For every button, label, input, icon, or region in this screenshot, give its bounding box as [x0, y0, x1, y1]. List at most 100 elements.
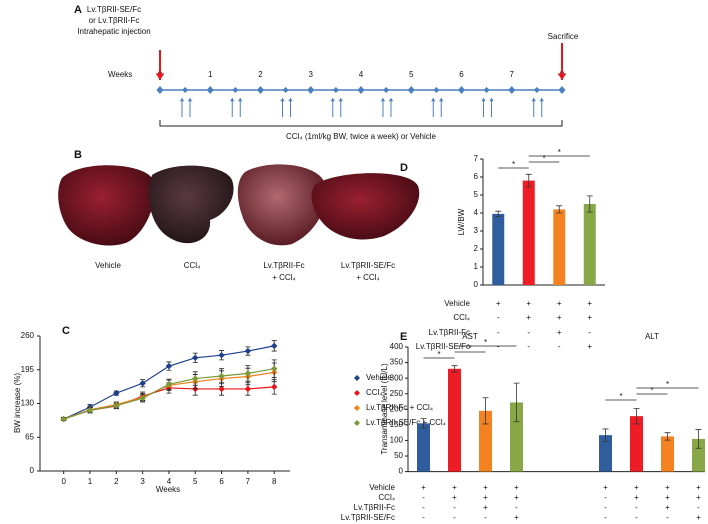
bar: [479, 410, 492, 472]
table-mark: -: [484, 513, 487, 522]
bar: [599, 435, 612, 472]
week-marker: [206, 86, 214, 94]
dose-arrow-head: [280, 98, 285, 102]
dose-arrow-head: [187, 98, 193, 102]
table-mark: -: [604, 513, 607, 522]
week-marker: [533, 87, 540, 93]
y-tick-label: 250: [390, 389, 404, 398]
liver-label: Lv.TβRII-SE/Fc: [341, 261, 395, 270]
table-mark: +: [696, 483, 701, 492]
bar: [522, 180, 535, 285]
table-mark: -: [697, 503, 700, 512]
table-mark: -: [635, 503, 638, 512]
dose-arrow-head: [481, 98, 486, 102]
bar: [692, 438, 705, 472]
week-marker: [558, 86, 566, 94]
error-bar: [602, 428, 609, 442]
y-axis-label: BW increase (%): [13, 373, 22, 433]
table-mark: +: [452, 483, 457, 492]
panel-letter: D: [400, 162, 408, 174]
table-mark: +: [634, 493, 639, 502]
significance-star: *: [619, 392, 622, 401]
data-point: [192, 354, 199, 362]
injection-arrow-head: [155, 73, 165, 80]
table-mark: -: [497, 328, 500, 337]
legend-marker: [354, 375, 360, 381]
data-point: [86, 407, 94, 414]
data-point: [113, 389, 120, 397]
y-tick-label: 6: [474, 172, 479, 181]
dose-arrow-head: [388, 98, 394, 102]
data-point: [244, 347, 252, 355]
dose-arrow-head: [489, 98, 494, 102]
table-mark: +: [514, 483, 519, 492]
y-tick-label: 350: [390, 358, 404, 367]
x-tick-label: 0: [61, 477, 66, 486]
table-mark: +: [665, 483, 670, 492]
y-tick-label: 100: [390, 436, 404, 445]
liver-image: [311, 173, 420, 240]
table-mark: -: [422, 503, 425, 512]
error-bar: [495, 210, 502, 217]
x-axis-label: Weeks: [156, 485, 180, 494]
data-point: [271, 342, 278, 350]
legend-label: CCl₄: [366, 388, 383, 397]
week-marker: [332, 87, 339, 93]
y-tick-label: 195: [21, 365, 35, 374]
data-point: [218, 385, 225, 393]
table-mark: +: [634, 483, 639, 492]
dose-arrow-head: [238, 98, 243, 102]
table-mark: +: [526, 299, 531, 308]
table-mark: -: [497, 342, 500, 351]
significance-star: *: [650, 386, 653, 395]
table-mark: +: [665, 503, 670, 512]
legend-label: Lv.TβRII-SE/Fc + CCl₄: [366, 418, 446, 427]
y-tick-label: 7: [474, 154, 479, 163]
treatment-label: CCl₄ (1ml/kg BW, twice a week) or Vehicl…: [286, 132, 437, 141]
table-row-label: Vehicle: [369, 483, 395, 492]
x-tick-label: 8: [272, 477, 277, 486]
dose-arrow-head: [179, 98, 185, 102]
liver-image: [148, 165, 234, 244]
bar: [510, 402, 523, 472]
data-point: [244, 370, 252, 377]
error-bar: [451, 365, 458, 373]
table-mark: +: [696, 493, 701, 502]
y-tick-label: 260: [21, 331, 35, 340]
table-mark: -: [422, 513, 425, 522]
injection-label: Intrahepatic injection: [77, 27, 150, 36]
treatment-bracket: [159, 120, 563, 127]
bar: [553, 209, 566, 285]
legend-label: Lv.TβRII-Fc + CCl₄: [366, 403, 433, 412]
significance-star: *: [484, 338, 487, 347]
data-point: [244, 385, 252, 393]
y-tick-label: 65: [25, 432, 34, 441]
week-label: 2: [258, 70, 263, 79]
data-point: [271, 365, 278, 372]
week-marker: [458, 86, 465, 94]
group-title: AST: [462, 332, 478, 341]
week-marker: [407, 86, 415, 94]
significance-star: *: [542, 154, 545, 163]
error-bar: [664, 432, 671, 441]
table-row-label: Lv.TβRII-Fc: [354, 503, 395, 512]
data-point: [139, 380, 146, 387]
group-title: ALT: [645, 332, 659, 341]
error-bar: [482, 397, 489, 425]
table-row-label: Lv.TβRII-Fc: [429, 328, 470, 337]
dose-arrow-head: [439, 98, 444, 102]
data-point: [165, 381, 173, 388]
table-row-label: CCl₄: [453, 313, 470, 322]
x-tick-label: 5: [193, 477, 198, 486]
data-point: [271, 383, 278, 391]
week-marker: [307, 86, 315, 94]
liver-label: Lv.TβRII-Fc: [263, 261, 304, 270]
table-mark: +: [696, 513, 701, 522]
y-axis-label: Transaminase level (IU/L): [380, 363, 389, 455]
week-label: 6: [459, 70, 464, 79]
sacrifice-label: Sacrifice: [548, 32, 579, 41]
table-mark: +: [557, 299, 562, 308]
bar: [448, 368, 461, 472]
table-mark: -: [604, 503, 607, 512]
panel-letter: B: [74, 149, 82, 161]
